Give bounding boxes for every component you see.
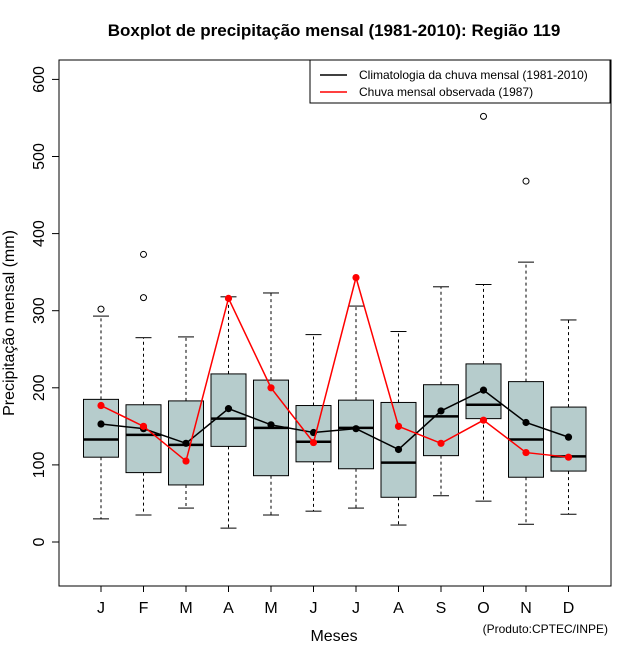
- legend-label-observed: Chuva mensal observada (1987): [359, 85, 533, 99]
- box-0: [83, 305, 119, 520]
- observed-point: [394, 422, 403, 430]
- boxes: [83, 112, 587, 529]
- x-axis-label: Meses: [310, 628, 357, 645]
- box-8: [423, 286, 459, 497]
- observed-point: [139, 422, 148, 430]
- climatology-point: [394, 445, 403, 454]
- legend-box: [309, 59, 611, 104]
- observed-point: [97, 401, 105, 410]
- x-tick-label: D: [563, 600, 575, 617]
- x-tick-label: F: [139, 600, 149, 617]
- y-tick-label: 100: [31, 451, 48, 478]
- box-1: [125, 250, 162, 516]
- box-2: [168, 336, 204, 509]
- box-3: [210, 296, 247, 529]
- observed-point: [564, 453, 573, 461]
- y-tick-label: 600: [31, 66, 48, 93]
- climatology-point: [437, 407, 445, 415]
- box-11: [550, 319, 587, 515]
- x-tick-label: S: [436, 600, 447, 617]
- climatology-line: [100, 389, 569, 451]
- climatology-point: [182, 439, 190, 447]
- outlier-point: [140, 294, 147, 302]
- outlier-point: [522, 177, 530, 185]
- series-lines: [97, 273, 573, 465]
- iqr-box: [125, 404, 162, 474]
- box-9: [465, 112, 502, 502]
- climatology-point: [522, 418, 530, 427]
- box-10: [508, 177, 544, 525]
- observed-line: [100, 274, 569, 463]
- y-axis: 0 100 200 300 400 500 600: [31, 66, 59, 546]
- x-tick-label: M: [264, 600, 277, 617]
- climatology-point: [352, 425, 360, 433]
- iqr-box: [508, 381, 544, 478]
- x-tick-label: J: [310, 600, 318, 617]
- credit-note: (Produto:CPTEC/INPE): [483, 622, 608, 636]
- x-tick-label: A: [393, 600, 404, 617]
- box-6: [338, 305, 374, 509]
- observed-point: [224, 294, 233, 302]
- climatology-point: [97, 420, 105, 428]
- y-axis-label: Precipitação mensal (mm): [1, 230, 18, 416]
- observed-point: [182, 457, 190, 465]
- legend: Climatologia da chuva mensal (1981-2010)…: [309, 59, 611, 104]
- observed-point: [522, 448, 530, 457]
- climatology-point: [267, 421, 275, 429]
- y-tick-label: 0: [31, 537, 48, 546]
- box-5: [295, 334, 332, 512]
- x-tick-label: J: [352, 600, 360, 617]
- y-tick-label: 200: [31, 374, 48, 401]
- observed-point: [437, 439, 445, 447]
- observed-point: [479, 416, 488, 424]
- chart-title: Boxplot de precipitação mensal (1981-201…: [108, 21, 561, 40]
- x-tick-label: A: [223, 600, 234, 617]
- y-tick-label: 300: [31, 297, 48, 324]
- plot-frame: [58, 59, 612, 587]
- x-tick-label: J: [97, 600, 105, 617]
- observed-point: [352, 273, 360, 282]
- x-tick-label: M: [179, 600, 192, 617]
- x-tick-label: N: [520, 600, 532, 617]
- legend-label-climatology: Climatologia da chuva mensal (1981-2010): [359, 68, 588, 82]
- observed-point: [267, 384, 275, 392]
- y-tick-label: 500: [31, 143, 48, 170]
- observed-point: [309, 438, 318, 447]
- climatology-point: [564, 433, 573, 441]
- outlier-point: [140, 250, 147, 258]
- y-tick-label: 400: [31, 220, 48, 247]
- climatology-point: [224, 405, 233, 413]
- x-tick-label: O: [477, 600, 489, 617]
- outlier-point: [480, 112, 487, 120]
- climatology-point: [479, 386, 488, 394]
- outlier-point: [97, 305, 105, 313]
